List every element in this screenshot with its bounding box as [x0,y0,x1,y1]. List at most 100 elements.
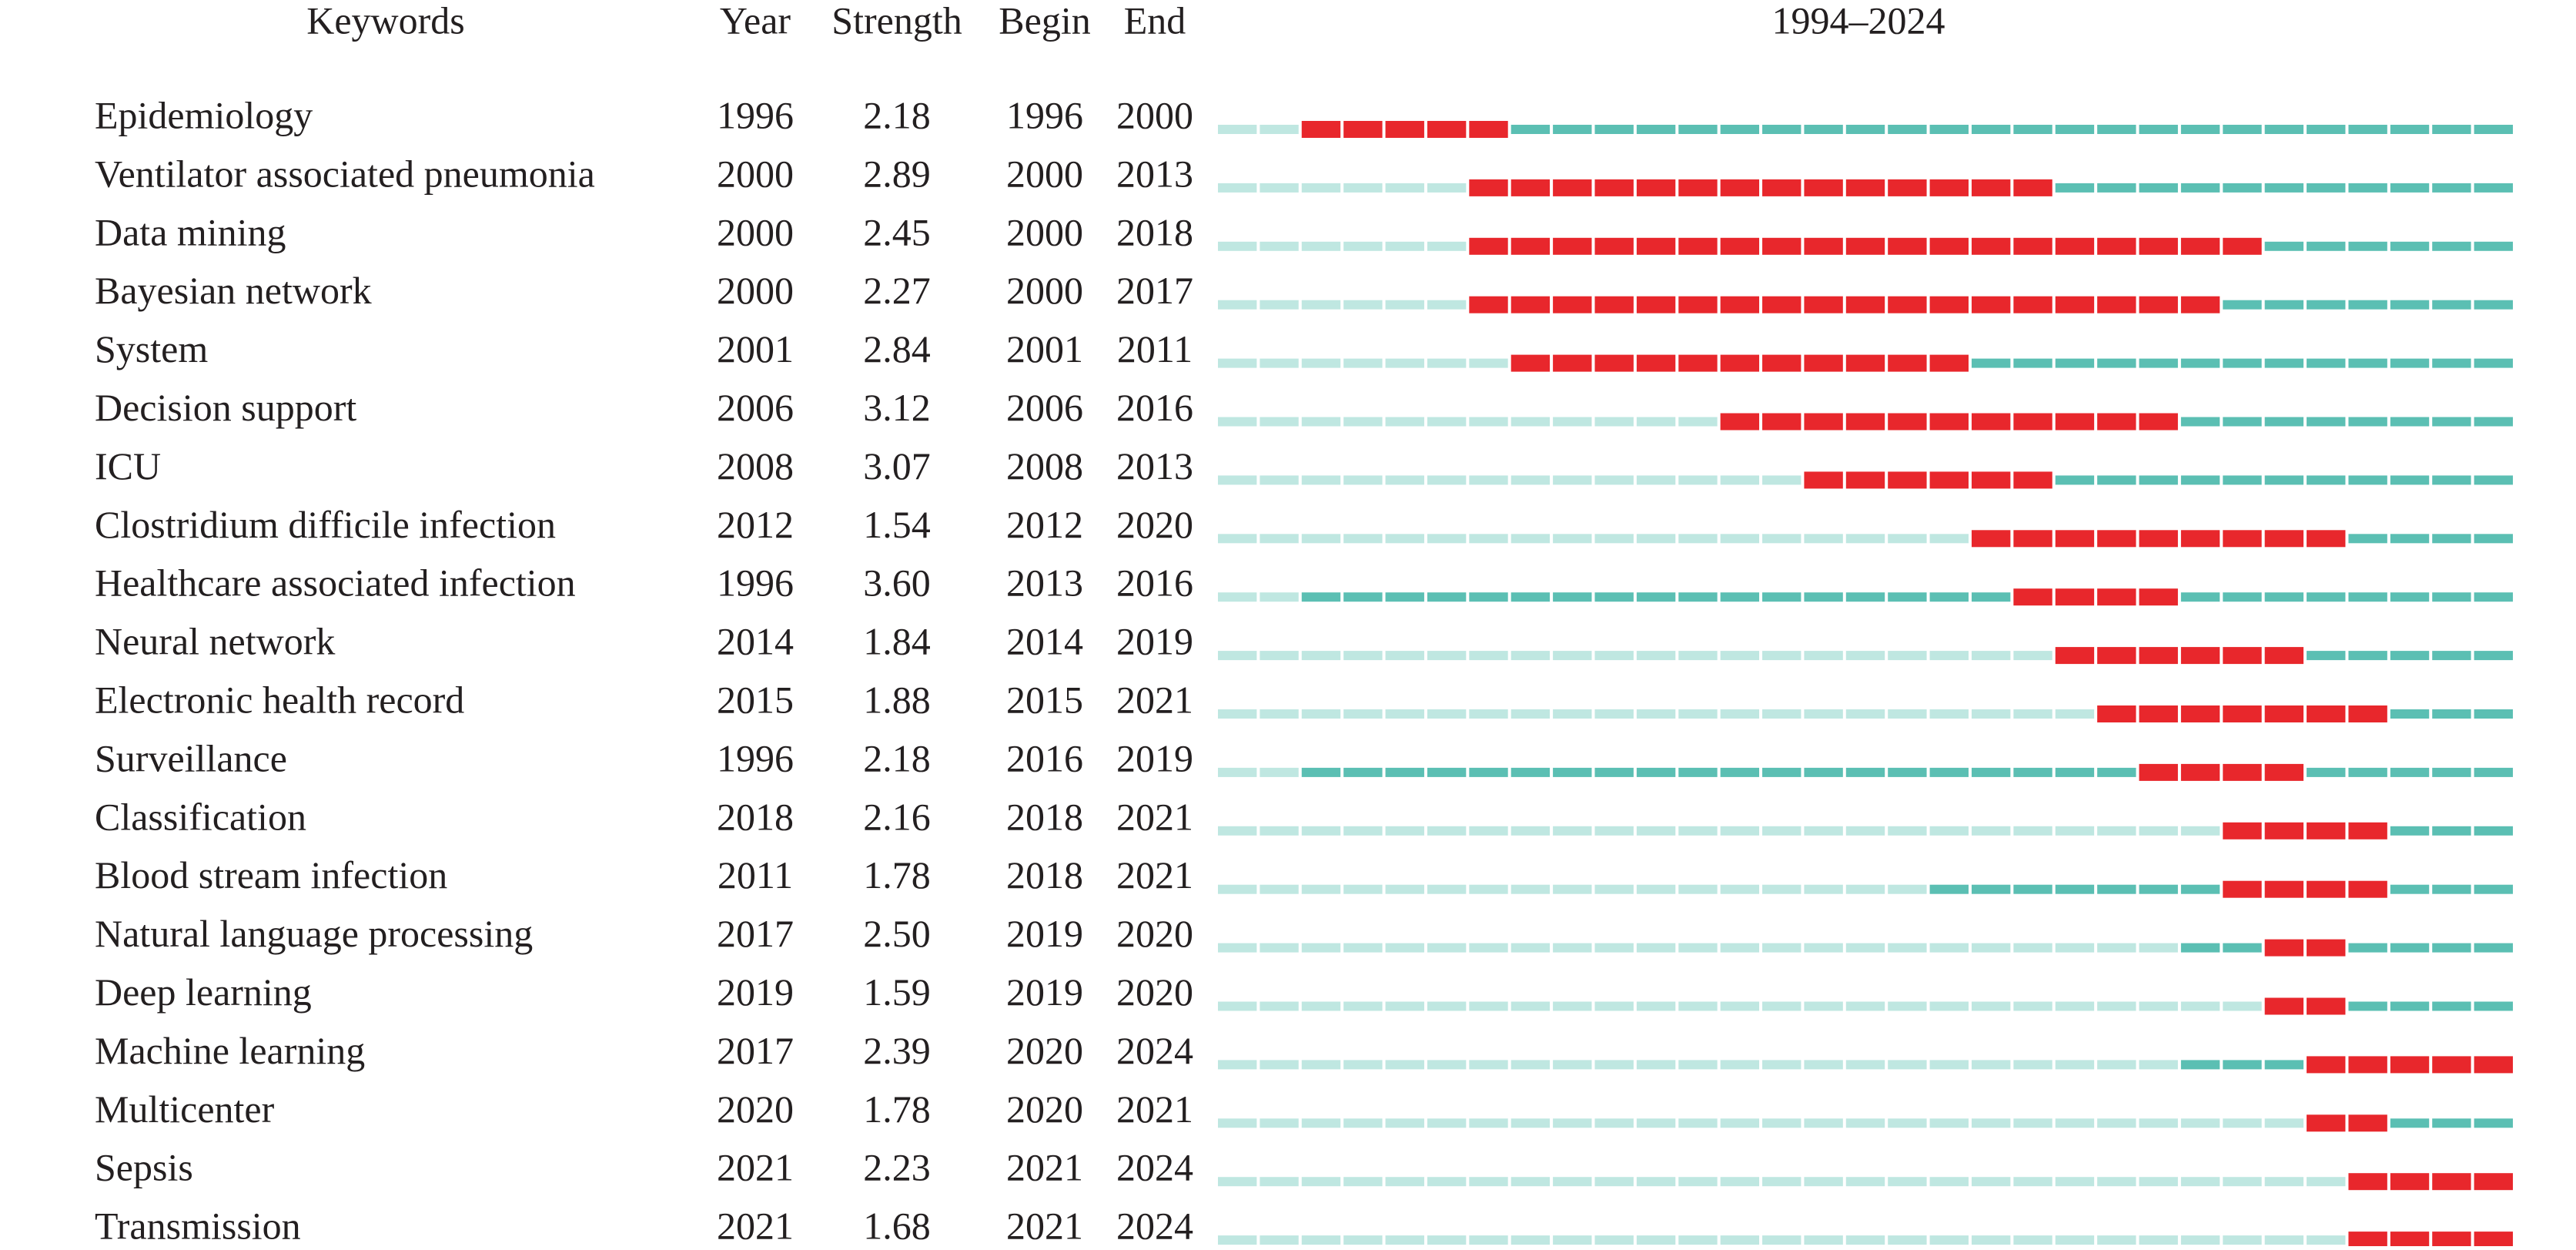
burst-segment [2097,705,2136,722]
active-segment [2223,300,2262,310]
burst-segment [2097,647,2136,665]
active-segment [2055,475,2095,485]
active-segment [2348,592,2387,602]
burst-segment [2097,237,2136,255]
active-segment [1678,125,1718,134]
begin: 2000 [1006,269,1083,312]
inactive-segment [1720,709,1760,719]
active-segment [2264,592,2304,602]
burst-segment [1888,179,1927,196]
active-segment [2390,592,2430,602]
burst-segment [1594,237,1634,255]
active-segment [2264,417,2304,427]
burst-segment [2180,705,2220,722]
burst-segment [2139,705,2178,722]
inactive-segment [1678,417,1718,427]
inactive-segment [1427,417,1467,427]
end: 2021 [1116,853,1193,896]
end: 2011 [1117,327,1193,370]
inactive-segment [1510,1118,1551,1128]
end: 2016 [1116,386,1193,429]
burst-segment [1720,237,1760,255]
inactive-segment [2055,943,2095,953]
burst-segment [1845,413,1885,431]
begin: 2020 [1006,1029,1083,1072]
inactive-segment [1510,1177,1551,1187]
active-segment [1510,125,1551,134]
burst-segment [1636,237,1676,255]
keyword: Deep learning [95,970,312,1014]
inactive-segment [1301,534,1341,544]
inactive-segment [1427,709,1467,719]
burst-segment [1929,237,1969,255]
burst-segment [2264,822,2304,839]
inactive-segment [2055,826,2095,836]
active-segment [1929,884,1969,894]
active-segment [2223,943,2262,953]
active-segment [2390,241,2430,251]
begin: 2021 [1006,1205,1083,1246]
active-segment [2432,534,2471,544]
inactive-segment [2013,709,2052,719]
inactive-segment [1720,1001,1760,1011]
inactive-segment [1845,709,1885,719]
keyword: Natural language processing [95,912,533,955]
inactive-segment [1971,1118,2011,1128]
burst-segment [1845,471,1885,489]
inactive-segment [1553,417,1592,427]
burst-segment [1971,179,2011,196]
burst-segment [1888,237,1927,255]
inactive-segment [1594,884,1634,894]
inactive-segment [2013,943,2052,953]
active-segment [2474,300,2513,310]
active-segment [2180,943,2220,953]
burst-segment [1762,179,1802,196]
active-segment [2180,884,2220,894]
inactive-segment [1510,709,1551,719]
inactive-segment [1385,1001,1424,1011]
inactive-segment [1553,826,1592,836]
burst-segment [2223,880,2262,898]
strength: 1.68 [863,1205,931,1246]
burst-segment [2307,530,2346,548]
burst-segment [2348,822,2387,839]
active-segment [2139,884,2178,894]
inactive-segment [1553,534,1592,544]
burst-segment [2013,471,2052,489]
keyword: Clostridium difficile infection [95,503,556,546]
strength: 2.84 [863,327,931,370]
burst-segment [2307,997,2346,1015]
inactive-segment [2055,709,2095,719]
begin: 2020 [1006,1087,1083,1131]
burst-segment [2180,647,2220,665]
inactive-segment [1385,1235,1424,1245]
burst-segment [1720,354,1760,372]
keyword: Electronic health record [95,678,464,721]
inactive-segment [1301,826,1341,836]
inactive-segment [1427,826,1467,836]
active-segment [2432,1118,2471,1128]
end: 2019 [1116,736,1193,779]
burst-segment [1762,296,1802,313]
inactive-segment [1594,709,1634,719]
begin: 2019 [1006,970,1083,1014]
active-segment [1971,125,2011,134]
active-segment [2432,417,2471,427]
strength: 2.23 [863,1146,931,1189]
active-segment [1427,592,1467,602]
active-segment [2055,183,2095,193]
inactive-segment [1260,1118,1299,1128]
active-segment [2390,300,2430,310]
active-segment [2097,183,2136,193]
active-segment [1888,125,1927,134]
inactive-segment [1888,1177,1927,1187]
burst-segment [2348,705,2387,722]
inactive-segment [2139,1118,2178,1128]
inactive-segment [2055,1001,2095,1011]
begin: 2000 [1006,152,1083,195]
inactive-segment [1427,943,1467,953]
burst-segment [2474,1232,2513,1249]
active-segment [2223,125,2262,134]
burst-segment [1804,471,1843,489]
